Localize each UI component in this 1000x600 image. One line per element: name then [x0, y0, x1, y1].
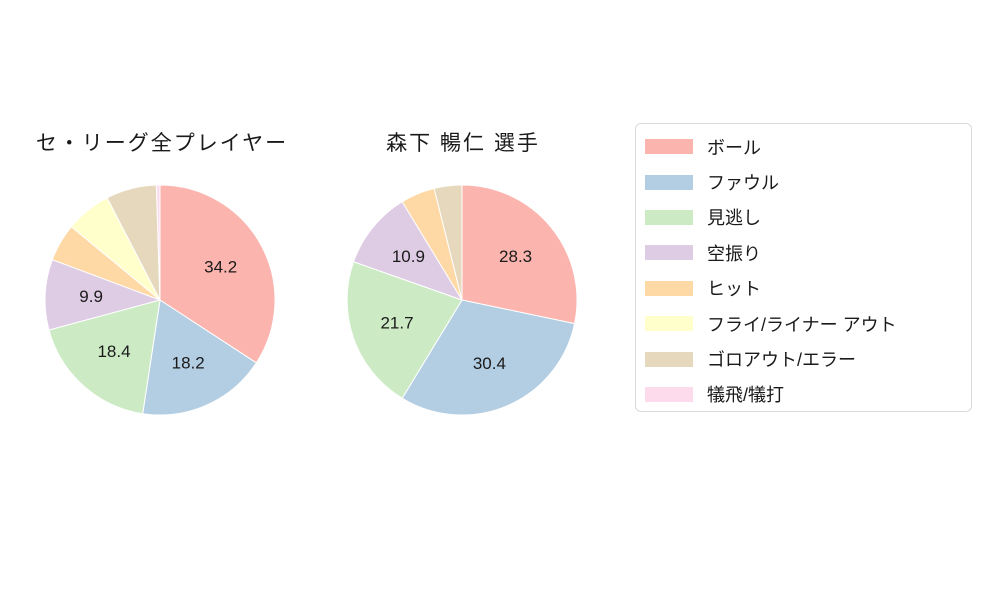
legend-item: 犠飛/犠打 — [645, 377, 971, 412]
legend-item-label: ファウル — [707, 173, 779, 194]
pie-slice-player-6 — [433, 184, 463, 301]
legend-swatch — [645, 209, 693, 225]
legend-item: 空振り — [645, 235, 971, 270]
legend: ボールファウル見逃し空振りヒットフライ/ライナー アウト ゴロアウト/エラー 犠飛/… — [635, 123, 972, 412]
legend-item-label: ゴロアウト/エラー — [707, 350, 857, 371]
pie-slice-player-0 — [461, 184, 578, 325]
legend-item-label: 空振り — [707, 243, 761, 264]
pie-slice-value-label: 30.4 — [473, 354, 506, 373]
legend-item-label: 見逃し — [707, 208, 761, 229]
legend-swatch — [645, 386, 693, 402]
legend-swatch — [645, 316, 693, 332]
pie-slice-value-label: 10.9 — [392, 247, 425, 266]
legend-item: ファウル — [645, 164, 971, 199]
pie-slice-player-2 — [346, 261, 463, 399]
legend-swatch — [645, 280, 693, 296]
pie-slice-league-7 — [155, 184, 161, 301]
pie-slice-value-label: 34.2 — [204, 258, 237, 277]
legend-item: ゴロアウト/エラー — [645, 341, 971, 376]
legend-swatch — [645, 139, 693, 155]
pie-slice-value-label: 28.3 — [499, 247, 532, 266]
legend-item-label: フライ/ライナー アウト — [707, 314, 897, 335]
pie-slice-player-3 — [353, 201, 463, 301]
legend-item: ヒット — [645, 271, 971, 306]
pie-chart-player-morishita: 28.3 30.4 21.7 10.9 — [346, 184, 578, 416]
pie-slice-league-1 — [142, 299, 257, 416]
pie-slice-league-3 — [44, 259, 161, 331]
pie-slice-player-1 — [401, 299, 576, 416]
left-pie-title: セ・リーグ全プレイヤー — [35, 132, 289, 155]
legend-swatch — [645, 174, 693, 190]
legend-item-label: ボール — [707, 137, 761, 158]
pie-slice-value-label: 9.9 — [79, 287, 103, 306]
legend-item-label: ヒット — [707, 279, 761, 300]
legend-item: ボール — [645, 129, 971, 164]
pie-slice-value-label: 21.7 — [380, 314, 413, 333]
pie-slice-value-label: 18.4 — [97, 342, 130, 361]
legend-item-label: 犠飛/犠打 — [707, 385, 785, 406]
legend-swatch — [645, 245, 693, 261]
legend-swatch — [645, 351, 693, 367]
right-pie-title: 森下 暢仁 選手 — [386, 132, 540, 155]
legend-item: フライ/ライナー アウト — [645, 306, 971, 341]
legend-item: 見逃し — [645, 200, 971, 235]
pie-slice-value-label: 18.2 — [172, 354, 205, 373]
pie-slice-league-2 — [48, 299, 161, 415]
pie-chart-league-all-players: 34.2 18.2 18.4 9.9 — [44, 184, 276, 416]
